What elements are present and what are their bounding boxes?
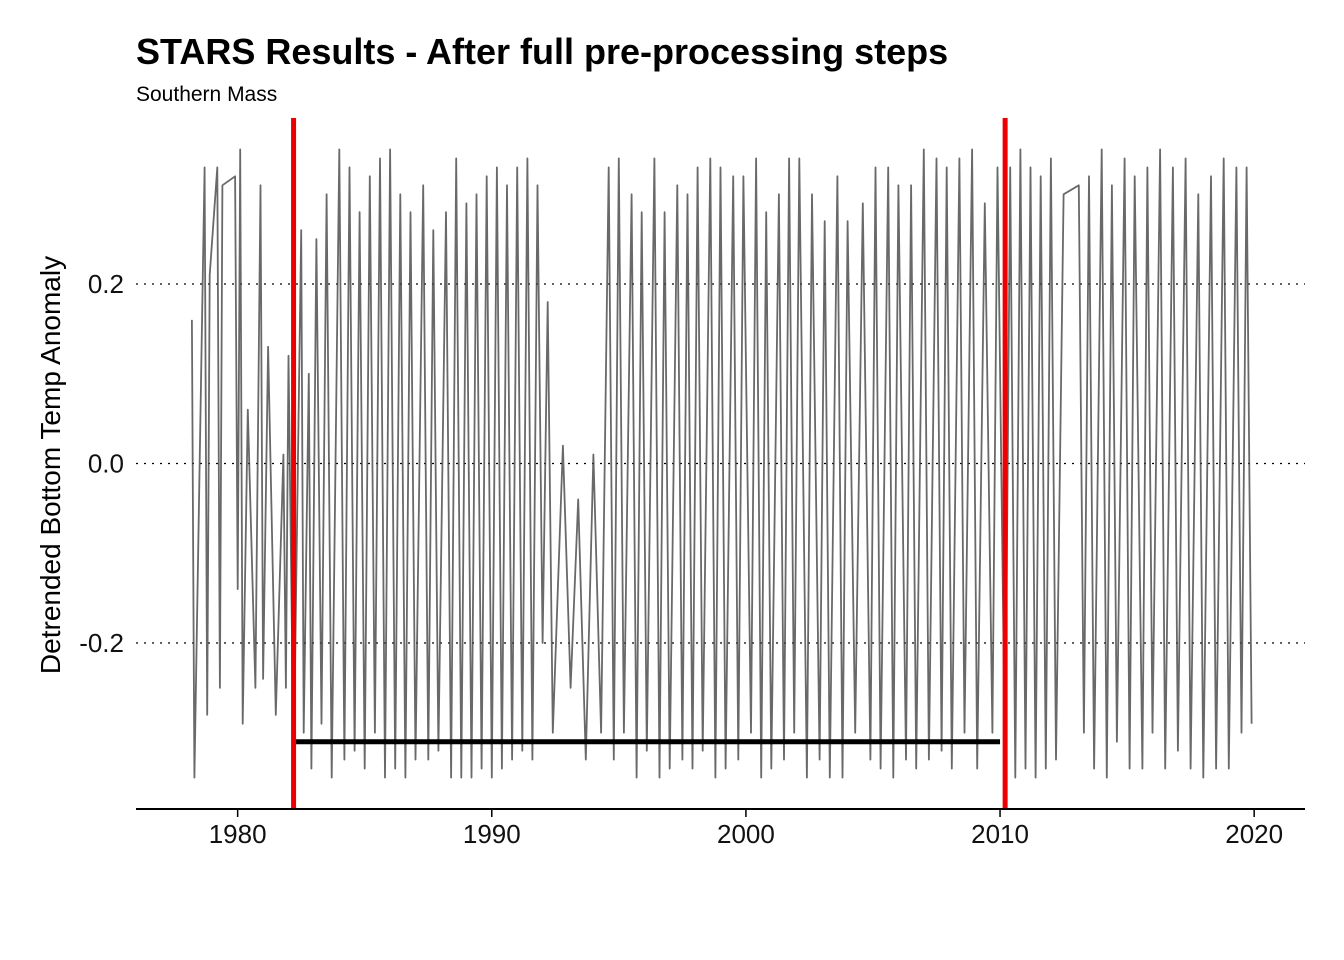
x-tick-label: 2020 — [1225, 819, 1283, 849]
series-group — [191, 148, 1253, 779]
chart-title: STARS Results - After full pre-processin… — [136, 31, 948, 72]
y-tick-label: 0.0 — [88, 449, 124, 479]
gridlines — [136, 283, 1305, 644]
x-tick-label: 1990 — [463, 819, 521, 849]
y-tick-label: 0.2 — [88, 269, 124, 299]
chart-subtitle: Southern Mass — [136, 83, 277, 106]
series-line — [191, 148, 1253, 779]
y-axis-title: Detrended Bottom Temp Anomaly — [35, 256, 66, 674]
x-axis-ticks: 1980 1990 2000 2010 2020 — [209, 809, 1283, 849]
y-axis-ticks: 0.2 0.0 -0.2 — [79, 269, 124, 658]
regime-shifts-group — [291, 118, 1008, 809]
y-tick-label: -0.2 — [79, 628, 124, 658]
x-tick-label: 1980 — [209, 819, 267, 849]
x-tick-label: 2010 — [971, 819, 1029, 849]
x-tick-label: 2000 — [717, 819, 775, 849]
